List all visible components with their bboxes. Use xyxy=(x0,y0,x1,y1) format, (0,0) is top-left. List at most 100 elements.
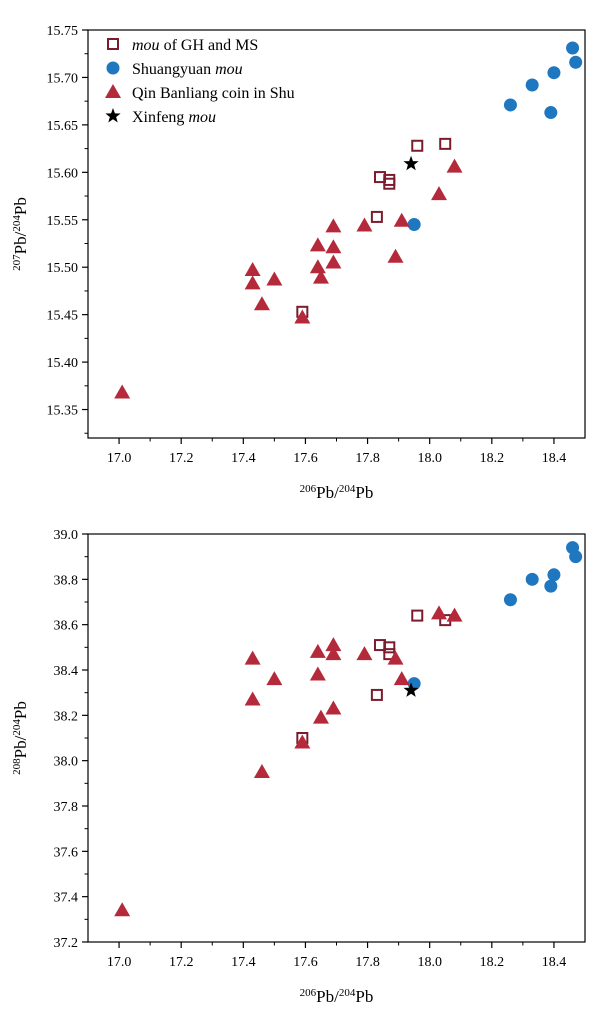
y-axis-label: 207Pb/204Pb xyxy=(11,197,30,271)
y-tick-label: 15.75 xyxy=(47,24,79,39)
legend-marker-gh_ms xyxy=(107,38,119,50)
data-point-qin xyxy=(294,734,311,749)
x-axis-label: 206Pb/204Pb xyxy=(300,987,374,1006)
series-xinfeng xyxy=(403,682,419,697)
plot-207-vs-206: 17.0 17.2 17.4 17.6 17.8 18.0 18.2 18.4 15.35 15.… xyxy=(11,24,586,502)
legend-marker-shuangyuan xyxy=(106,61,120,75)
data-point-shuangyuan xyxy=(566,41,580,55)
x-tick-label: 17.0 xyxy=(107,451,132,466)
y-tick-label: 38.2 xyxy=(54,709,79,724)
x-tick-label: 18.0 xyxy=(417,955,442,970)
x-tick-label: 18.2 xyxy=(480,451,505,466)
data-point-gh_ms xyxy=(383,177,396,190)
legend-label-gh_ms: mou of GH and MS xyxy=(132,37,258,54)
legend-label-xinfeng: Xinfeng mou xyxy=(132,109,216,126)
x-tick-label: 17.8 xyxy=(355,955,380,970)
x-tick-label: 17.0 xyxy=(107,955,132,970)
series-gh_ms xyxy=(296,137,452,318)
data-point-gh_ms xyxy=(383,641,396,654)
y-tick-label: 37.4 xyxy=(54,891,79,906)
data-point-shuangyuan xyxy=(569,550,583,564)
data-point-qin xyxy=(244,262,261,277)
data-point-qin xyxy=(431,186,448,201)
data-point-shuangyuan xyxy=(547,568,561,582)
y-tick-label: 15.40 xyxy=(47,356,79,371)
legend-marker-qin xyxy=(105,84,121,98)
series-qin xyxy=(114,158,463,399)
plot-208-vs-206: 17.0 17.2 17.4 17.6 17.8 18.0 18.2 18.4 37.2 37.4… xyxy=(11,528,586,1006)
data-point-qin xyxy=(446,607,463,622)
y-tick-label: 38.4 xyxy=(54,664,79,679)
data-point-shuangyuan xyxy=(525,572,539,586)
data-point-shuangyuan xyxy=(544,106,558,120)
data-point-qin xyxy=(114,902,131,917)
data-point-gh_ms xyxy=(439,137,452,150)
x-tick-label: 17.8 xyxy=(355,451,380,466)
data-point-qin xyxy=(387,650,404,665)
y-tick-label: 15.35 xyxy=(47,404,79,419)
data-point-qin xyxy=(387,248,404,263)
x-tick-label: 17.4 xyxy=(231,955,256,970)
data-point-qin xyxy=(309,237,326,252)
legend: mou of GH and MS Shuangyuan mou Qin Banlia… xyxy=(105,37,295,126)
data-point-qin xyxy=(309,259,326,274)
y-tick-label: 15.55 xyxy=(47,214,79,229)
data-point-qin xyxy=(244,275,261,290)
data-point-qin xyxy=(325,646,342,661)
data-point-qin xyxy=(244,691,261,706)
series-shuangyuan xyxy=(407,41,583,232)
data-point-qin xyxy=(253,764,270,778)
data-point-gh_ms xyxy=(370,688,383,701)
data-point-qin xyxy=(325,218,342,233)
legend-marker-xinfeng xyxy=(105,108,121,123)
y-tick-label: 15.45 xyxy=(47,309,79,324)
y-tick-label: 37.6 xyxy=(54,845,79,860)
y-tick-label: 15.50 xyxy=(47,261,79,276)
x-tick-label: 18.0 xyxy=(417,451,442,466)
data-point-gh_ms xyxy=(411,609,424,622)
data-point-qin xyxy=(446,158,463,173)
data-point-qin xyxy=(244,650,261,665)
data-point-qin xyxy=(309,666,326,681)
data-point-gh_ms xyxy=(411,139,424,152)
data-point-qin xyxy=(431,605,448,620)
y-axis-label: 208Pb/204Pb xyxy=(11,701,30,775)
series-qin xyxy=(114,605,463,917)
y-tick-label: 15.70 xyxy=(47,71,79,86)
x-tick-label: 17.6 xyxy=(293,955,318,970)
data-point-qin xyxy=(325,239,342,254)
data-point-qin xyxy=(253,296,270,311)
data-point-qin xyxy=(312,269,329,284)
data-point-qin xyxy=(325,700,342,715)
x-tick-label: 17.2 xyxy=(169,955,194,970)
x-tick-label: 17.6 xyxy=(293,451,318,466)
data-point-shuangyuan xyxy=(525,78,539,92)
legend-label-qin: Qin Banliang coin in Shu xyxy=(132,85,295,102)
y-tick-label: 38.0 xyxy=(54,755,79,770)
data-point-qin xyxy=(393,671,410,686)
data-point-qin xyxy=(294,309,311,324)
y-tick-label: 15.65 xyxy=(47,119,79,134)
data-point-gh_ms xyxy=(370,210,383,223)
y-tick-label: 37.8 xyxy=(54,800,79,815)
x-tick-label: 18.2 xyxy=(480,955,505,970)
data-point-xinfeng xyxy=(403,682,419,697)
data-point-qin xyxy=(393,212,410,227)
data-point-xinfeng xyxy=(403,155,419,171)
data-point-shuangyuan xyxy=(407,218,421,232)
y-tick-label: 38.6 xyxy=(54,619,79,634)
data-point-qin xyxy=(325,254,342,269)
data-point-qin xyxy=(114,384,131,399)
data-point-qin xyxy=(356,646,373,661)
data-point-shuangyuan xyxy=(503,593,517,607)
y-tick-label: 39.0 xyxy=(54,528,79,543)
data-point-qin xyxy=(309,643,326,658)
data-point-shuangyuan xyxy=(503,98,517,112)
x-tick-label: 17.4 xyxy=(231,451,256,466)
x-tick-label: 18.4 xyxy=(542,451,567,466)
x-tick-label: 17.2 xyxy=(169,451,194,466)
data-point-qin xyxy=(266,271,283,286)
data-point-shuangyuan xyxy=(544,579,558,593)
y-tick-label: 37.2 xyxy=(54,936,79,951)
